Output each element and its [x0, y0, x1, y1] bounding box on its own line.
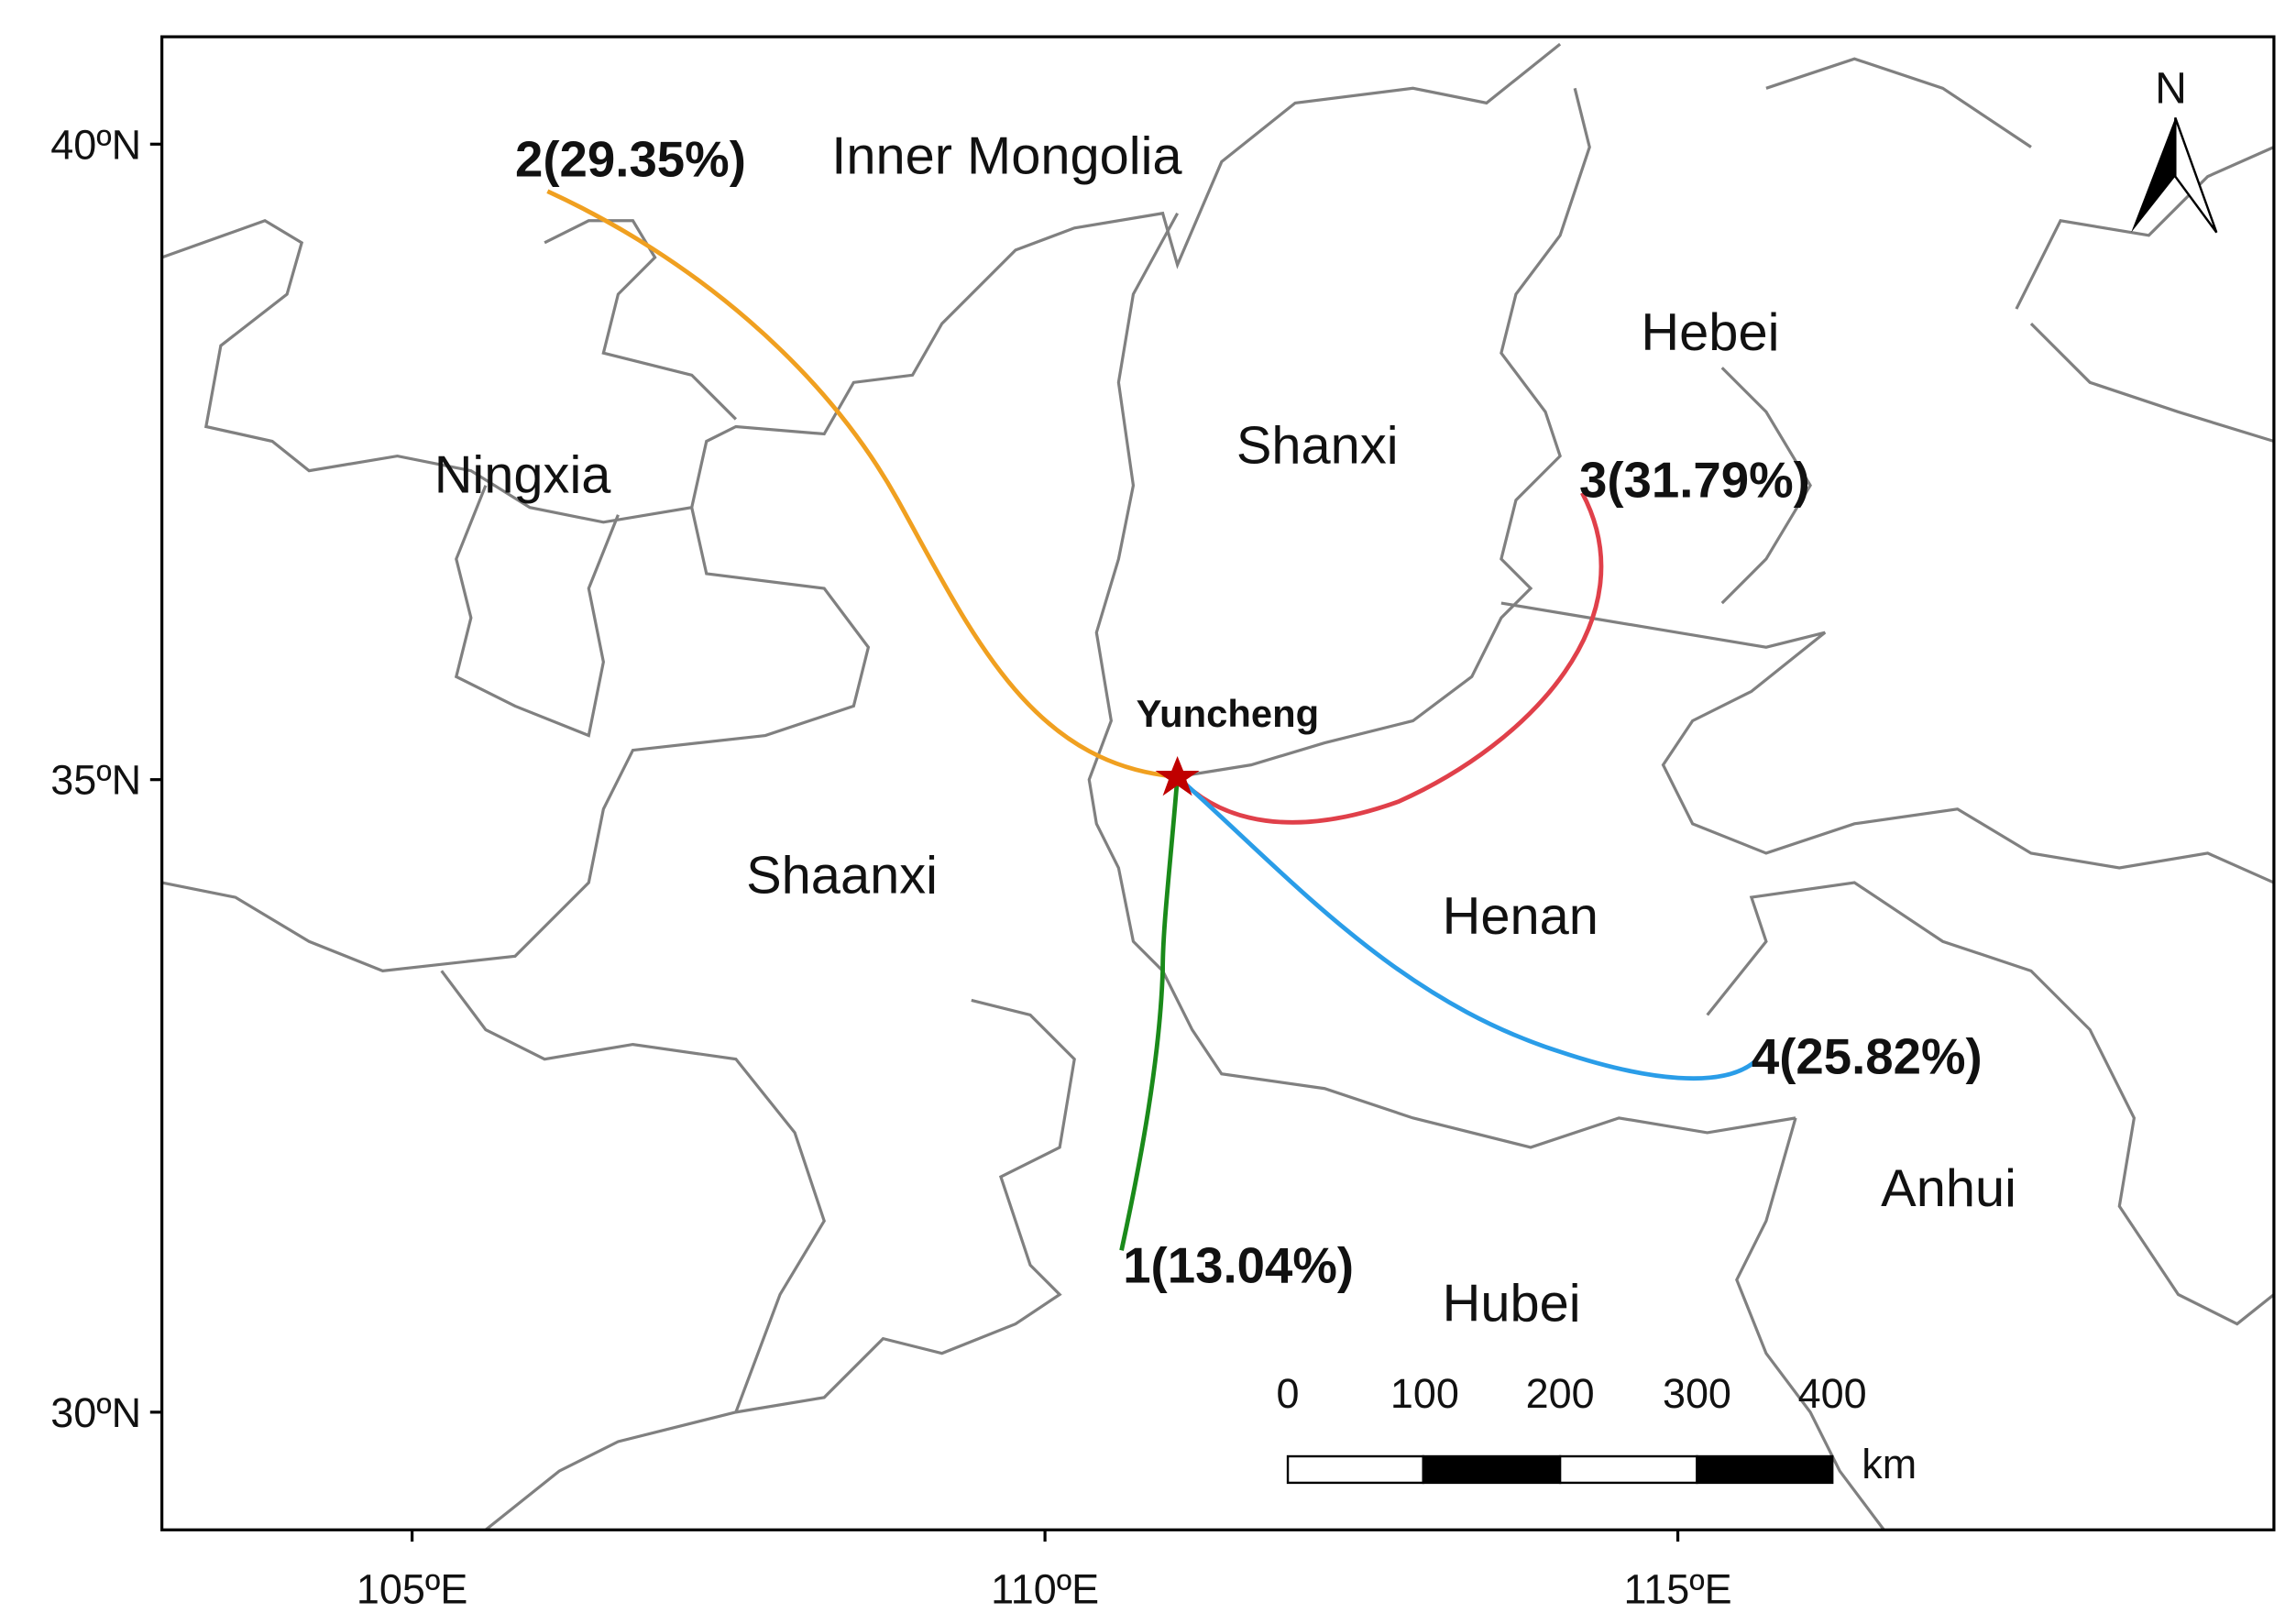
- trajectory-1: [1119, 776, 1181, 1251]
- borders: [161, 42, 2275, 1531]
- region-label: Henan: [1443, 887, 1598, 946]
- region-label: Hubei: [1443, 1274, 1581, 1333]
- scale-label: 300: [1663, 1370, 1731, 1417]
- border: [1177, 87, 1591, 779]
- scale-label: 0: [1277, 1370, 1300, 1417]
- north-label: N: [2155, 63, 2187, 113]
- region-label: Shaanxi: [746, 846, 938, 905]
- region-label: Ningxia: [434, 446, 612, 505]
- region-label: Hebei: [1641, 303, 1779, 362]
- border: [1720, 57, 2275, 605]
- trajectory-4: [1176, 774, 1756, 1081]
- border: [440, 970, 826, 1413]
- border: [1706, 881, 2275, 1326]
- border: [161, 42, 1562, 524]
- lon-label: 110ºE: [991, 1566, 1099, 1613]
- scale-segment: [1696, 1454, 1834, 1485]
- border: [1500, 601, 2275, 884]
- scale-label: 100: [1390, 1370, 1459, 1417]
- trajectory-label: 1(13.04%): [1123, 1238, 1354, 1294]
- border: [454, 485, 620, 738]
- scale-label: 200: [1526, 1370, 1595, 1417]
- lat-label: 30ºN: [50, 1389, 141, 1436]
- border: [1087, 212, 1796, 1149]
- origin-star: [1155, 756, 1200, 796]
- arrow-half: [2174, 116, 2218, 234]
- origin-label: Yuncheng: [1137, 692, 1319, 735]
- lat-label: 40ºN: [50, 121, 141, 168]
- scale-bar: [1286, 1454, 1834, 1485]
- lat-label: 35ºN: [50, 757, 141, 804]
- trajectory-3: [1175, 491, 1604, 825]
- lon-label: 115ºE: [1624, 1566, 1732, 1613]
- region-label: Inner Mongolia: [831, 126, 1182, 185]
- scale-segment: [1286, 1454, 1424, 1485]
- lon-label: 105ºE: [357, 1566, 467, 1613]
- map-frame: [160, 35, 2276, 1531]
- border: [161, 507, 871, 972]
- region-label: Shanxi: [1236, 417, 1399, 476]
- border: [484, 998, 1076, 1531]
- region-label: Anhui: [1881, 1159, 2016, 1218]
- ticks: [149, 142, 1680, 1542]
- scale-segment: [1422, 1454, 1562, 1485]
- border: [544, 219, 738, 421]
- scale-segment: [1558, 1454, 1698, 1485]
- trajectory-2: [546, 189, 1178, 779]
- trajectory-label: 4(25.82%): [1752, 1029, 1983, 1085]
- trajectory-label: 3(31.79%): [1579, 453, 1810, 509]
- scale-label: 400: [1798, 1370, 1867, 1417]
- border: [1735, 1117, 1885, 1531]
- scale-unit: km: [1862, 1441, 1917, 1487]
- trajectory-label: 2(29.35%): [515, 132, 746, 188]
